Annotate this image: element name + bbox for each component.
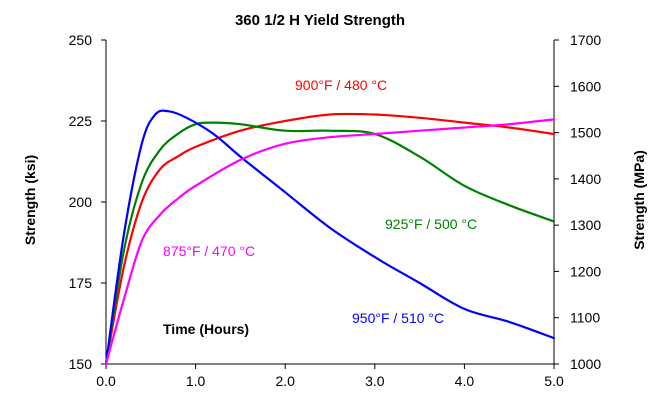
x-tick-label: 3.0 — [365, 373, 385, 389]
chart-title: 360 1/2 H Yield Strength — [235, 12, 405, 29]
x-tick-label: 1.0 — [186, 373, 206, 389]
y2-tick-label: 1500 — [570, 125, 601, 141]
x-tick-label: 2.0 — [275, 373, 295, 389]
y-tick-label: 200 — [69, 194, 93, 210]
tick-labels: 0.0 1.0 2.0 3.0 4.0 5.0 150 175 200 225 250 1000 110… — [69, 32, 602, 389]
y2-tick-label: 1700 — [570, 32, 601, 48]
x-tick-label: 5.0 — [544, 373, 564, 389]
series-line — [104, 121, 556, 366]
series-line — [104, 118, 556, 366]
y2-tick-label: 1400 — [570, 171, 601, 187]
x-tick-label: 0.0 — [96, 373, 116, 389]
y-tick-label: 250 — [69, 32, 93, 48]
y2-axis-label: Strength (MPa) — [631, 150, 647, 250]
series-lines — [104, 109, 556, 366]
y2-tick-label: 1200 — [570, 263, 601, 279]
y-tick-label: 175 — [69, 275, 93, 291]
series-label: 875°F / 470 °C — [163, 243, 255, 259]
y2-tick-label: 1600 — [570, 78, 601, 94]
x-tick-label: 4.0 — [455, 373, 475, 389]
y-tick-label: 150 — [69, 356, 93, 372]
y-axis-label: Strength (ksi) — [22, 155, 38, 245]
series-label: 925°F / 500 °C — [385, 216, 477, 232]
series-line — [104, 109, 556, 366]
axes — [101, 39, 559, 369]
series-labels: 900°F / 480 °C 925°F / 500 °C 950°F / 510 … — [163, 77, 477, 326]
x-axis-label: Time (Hours) — [163, 321, 249, 337]
y2-tick-label: 1300 — [570, 217, 601, 233]
series-label: 950°F / 510 °C — [352, 310, 444, 326]
y2-tick-label: 1000 — [570, 356, 601, 372]
y2-tick-label: 1100 — [570, 310, 600, 326]
series-label: 900°F / 480 °C — [295, 77, 387, 93]
y-tick-label: 225 — [69, 113, 93, 129]
